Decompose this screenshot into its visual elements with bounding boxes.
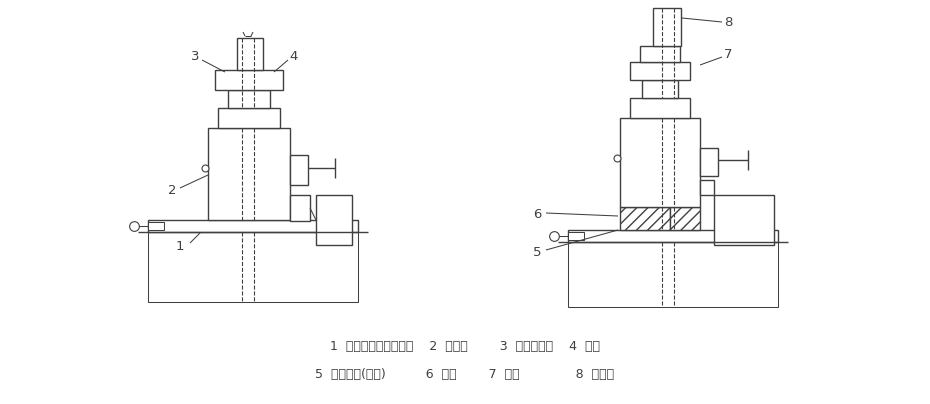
Text: 2: 2 [167,183,177,196]
Ellipse shape [234,257,242,269]
Ellipse shape [245,278,252,290]
Bar [228,90,270,108]
Bar [700,180,714,195]
Ellipse shape [154,237,164,249]
Bar [568,230,778,242]
Bar [237,38,263,70]
Ellipse shape [725,295,734,302]
Ellipse shape [258,264,263,270]
Bar [667,251,675,258]
Bar [218,108,280,128]
Ellipse shape [688,295,697,303]
Bar [208,128,290,220]
Bar [316,195,352,245]
Ellipse shape [268,290,276,297]
Text: 8: 8 [724,15,732,29]
Ellipse shape [193,262,201,271]
Bar [148,220,358,232]
Bar [290,195,310,221]
Bar [700,148,718,176]
Bar [568,232,584,240]
Ellipse shape [588,286,598,294]
Bar [568,242,778,307]
Ellipse shape [326,245,336,255]
Ellipse shape [756,281,762,288]
Ellipse shape [312,279,321,287]
Ellipse shape [665,285,672,297]
Ellipse shape [713,286,719,299]
Bar [642,80,678,98]
Bar [699,255,706,262]
Bar [728,297,734,303]
Bar [280,246,286,253]
Text: 5  被测锚杆(圆钢)          6  底座        7  螺母              8  加长杆: 5 被测锚杆(圆钢) 6 底座 7 螺母 8 加长杆 [315,368,615,381]
Bar [640,46,680,62]
Ellipse shape [336,274,342,281]
Ellipse shape [198,286,207,302]
Text: 7: 7 [724,48,732,61]
Bar [290,155,308,185]
Ellipse shape [306,289,314,297]
Bar [714,195,774,245]
Bar [670,207,700,230]
Ellipse shape [667,250,674,259]
Ellipse shape [294,279,299,292]
Ellipse shape [289,256,300,267]
Ellipse shape [252,258,262,271]
Ellipse shape [284,281,290,289]
Ellipse shape [185,257,194,267]
Ellipse shape [709,264,720,276]
Bar [148,232,358,302]
Bar [679,290,690,295]
Bar [653,8,681,46]
Ellipse shape [604,265,615,275]
Ellipse shape [600,269,607,282]
Bar [308,292,314,297]
Text: 1: 1 [176,240,184,252]
Ellipse shape [614,269,621,279]
Text: 3: 3 [191,50,199,63]
Ellipse shape [671,266,683,279]
Ellipse shape [618,292,628,307]
Ellipse shape [655,265,662,276]
Ellipse shape [167,252,176,265]
Bar [630,98,690,118]
Ellipse shape [745,254,756,264]
Bar [630,62,690,80]
Ellipse shape [179,262,188,275]
Ellipse shape [313,241,322,249]
Bar [620,118,700,207]
Ellipse shape [661,260,668,273]
Ellipse shape [703,287,711,295]
Ellipse shape [677,271,683,278]
Ellipse shape [246,242,254,250]
Bar [148,222,164,230]
Ellipse shape [241,252,247,265]
Bar [259,284,271,289]
Bar [618,289,629,293]
Bar [215,70,283,90]
Ellipse shape [588,260,595,274]
Bar [620,207,670,230]
Text: 6: 6 [533,208,541,221]
Ellipse shape [734,250,741,259]
Text: 5: 5 [533,246,541,259]
Ellipse shape [733,285,741,293]
Ellipse shape [167,279,179,288]
Ellipse shape [574,246,583,258]
Bar [246,242,256,248]
Bar [197,283,208,287]
Text: 1  被测锚杆（螺纹钢）    2  液压缸        3  压力传感器    4  锚具: 1 被测锚杆（螺纹钢） 2 液压缸 3 压力传感器 4 锚具 [330,339,600,353]
Text: 4: 4 [290,50,299,63]
